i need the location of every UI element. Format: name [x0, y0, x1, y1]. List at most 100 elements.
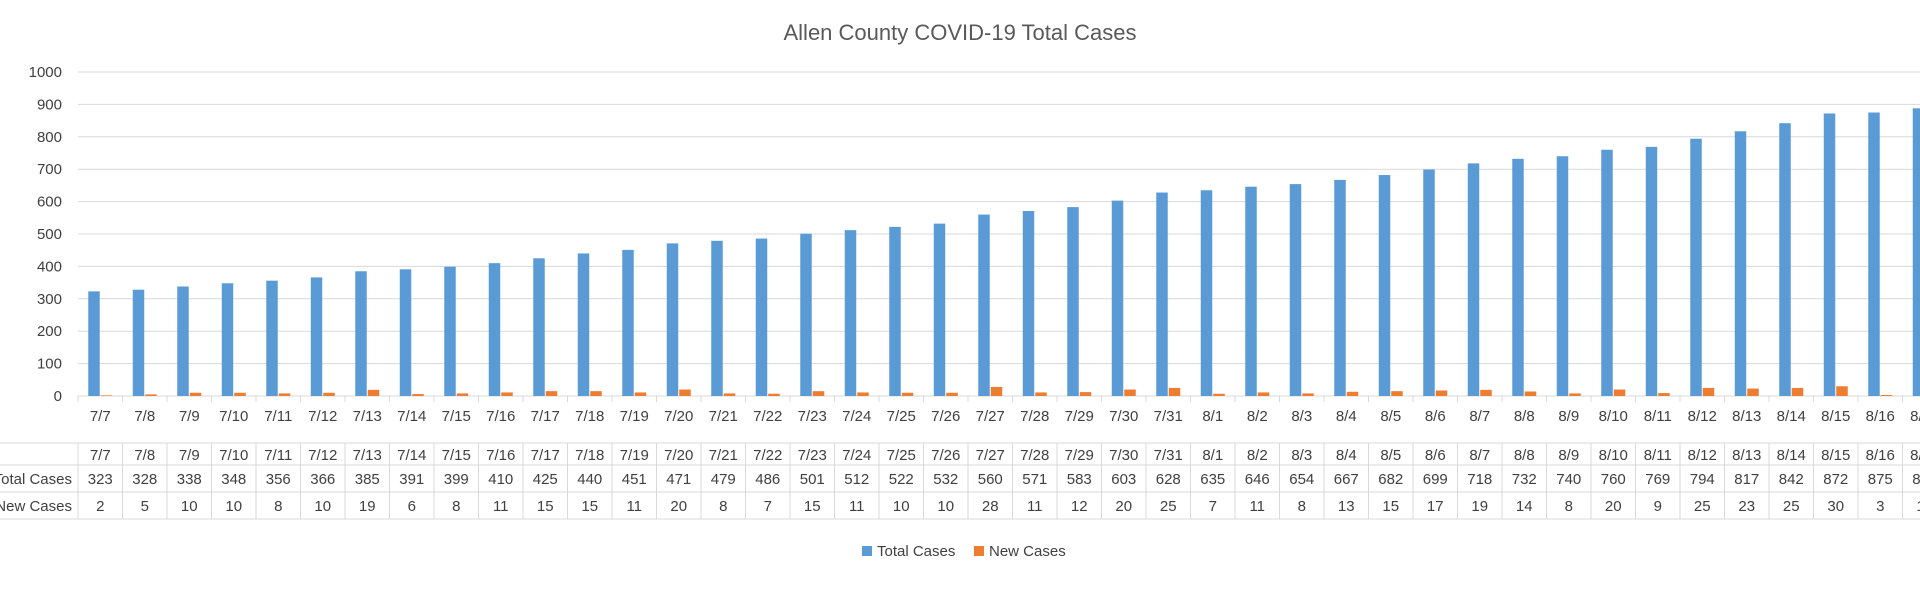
- bar-new-cases: [946, 392, 958, 396]
- bar-total-cases: [1779, 123, 1791, 396]
- table-cell-new: 11: [849, 498, 865, 515]
- x-tick-label: 8/16: [1866, 408, 1895, 425]
- bar-total-cases: [622, 249, 634, 396]
- table-cell-new: 25: [1160, 498, 1177, 515]
- x-tick-label: 8/11: [1644, 408, 1672, 425]
- bar-new-cases: [367, 389, 380, 396]
- table-header-cell: 7/8: [134, 447, 155, 464]
- table-cell-new: 12: [1071, 498, 1088, 515]
- bar-new-cases: [1168, 387, 1181, 396]
- table-header-cell: 8/14: [1777, 447, 1806, 464]
- chart-title: Allen County COVID-19 Total Cases: [784, 20, 1137, 45]
- y-tick-label: 300: [37, 291, 62, 308]
- table-header-cell: 7/20: [664, 447, 693, 464]
- bar-total-cases: [844, 230, 857, 396]
- bar-total-cases: [1912, 108, 1920, 397]
- legend-swatch-total-cases: [862, 546, 872, 556]
- bar-total-cases: [1556, 156, 1569, 396]
- table-cell-total: 323: [88, 471, 113, 488]
- x-tick-label: 8/1: [1202, 408, 1223, 425]
- table-cell-total: 628: [1156, 471, 1181, 488]
- bar-total-cases: [800, 233, 812, 396]
- table-cell-new: 11: [493, 498, 509, 515]
- table-cell-new: 30: [1827, 498, 1844, 515]
- table-header-cell: 7/16: [486, 447, 515, 464]
- bar-new-cases: [679, 389, 691, 396]
- bar-total-cases: [577, 253, 590, 396]
- x-tick-label: 8/6: [1425, 408, 1446, 425]
- x-tick-label: 8/14: [1777, 408, 1806, 425]
- bar-total-cases: [1156, 192, 1168, 396]
- bar-new-cases: [1079, 392, 1092, 396]
- x-tick-label: 7/28: [1020, 408, 1049, 425]
- bar-total-cases: [1289, 184, 1302, 396]
- bar-new-cases: [1791, 387, 1804, 396]
- table-cell-total: 571: [1022, 471, 1047, 488]
- x-tick-label: 7/22: [753, 408, 782, 425]
- table-cell-new: 25: [1783, 498, 1800, 515]
- table-cell-total: 486: [755, 471, 780, 488]
- bar-total-cases: [978, 214, 990, 396]
- x-tick-label: 7/16: [486, 408, 515, 425]
- table-cell-total: 732: [1512, 471, 1537, 488]
- x-tick-label: 7/23: [798, 408, 827, 425]
- table-cell-new: 3: [1876, 498, 1884, 515]
- table-cell-total: 682: [1378, 471, 1403, 488]
- bar-new-cases: [768, 393, 780, 396]
- table-cell-total: 348: [221, 471, 246, 488]
- table-cell-total: 560: [978, 471, 1003, 488]
- y-tick-label: 1000: [29, 64, 62, 81]
- x-tick-label: 8/2: [1247, 408, 1268, 425]
- gridlines: [78, 71, 1920, 397]
- x-tick-label: 8/4: [1336, 408, 1357, 425]
- table-header-cell: 7/26: [931, 447, 960, 464]
- x-tick-label: 7/18: [575, 408, 604, 425]
- table-header-cell: 7/15: [442, 447, 471, 464]
- bar-total-cases: [1645, 146, 1658, 396]
- table-cell-total: 410: [488, 471, 513, 488]
- table-cell-new: 28: [982, 498, 999, 515]
- x-tick-label: 7/27: [976, 408, 1005, 425]
- bar-total-cases: [310, 277, 323, 396]
- x-tick-label: 7/26: [931, 408, 960, 425]
- x-tick-label: 7/19: [620, 408, 649, 425]
- x-tick-label: 7/31: [1154, 408, 1183, 425]
- bar-new-cases: [1302, 393, 1314, 396]
- bar-new-cases: [1035, 392, 1047, 396]
- table-cell-new: 19: [1471, 498, 1488, 515]
- table-header-cell: 8/15: [1821, 447, 1850, 464]
- x-tick-label: 7/14: [397, 408, 426, 425]
- table-cell-new: 10: [225, 498, 242, 515]
- x-tick-label: 8/9: [1558, 408, 1579, 425]
- bar-new-cases: [1257, 392, 1270, 396]
- x-tick-label: 7/24: [842, 408, 871, 425]
- table-cell-total: 451: [622, 471, 647, 488]
- bar-new-cases: [278, 393, 291, 396]
- table-cell-new: 7: [1209, 498, 1217, 515]
- table-cell-total: 699: [1423, 471, 1448, 488]
- table-row-label-total: Total Cases: [0, 471, 72, 488]
- bar-total-cases: [132, 289, 145, 396]
- x-tick-label: 7/11: [264, 408, 292, 425]
- bar-new-cases: [412, 394, 424, 396]
- table-cell-total: 328: [132, 471, 157, 488]
- bar-new-cases: [812, 391, 825, 396]
- bar-new-cases: [990, 386, 1003, 396]
- bar-new-cases: [1435, 390, 1448, 396]
- table-cell-total: 391: [399, 471, 424, 488]
- bar-total-cases: [666, 243, 679, 396]
- table-cell-new: 7: [764, 498, 772, 515]
- bar-new-cases: [100, 395, 113, 396]
- table-cell-new: 10: [937, 498, 954, 515]
- x-tick-label: 7/13: [353, 408, 382, 425]
- bar-total-cases: [889, 226, 901, 396]
- table-header-cell: 7/30: [1109, 447, 1138, 464]
- table-cell-total: 440: [577, 471, 602, 488]
- y-tick-label: 600: [37, 194, 62, 211]
- table-header-cell: 7/10: [219, 447, 248, 464]
- bar-new-cases: [1124, 389, 1136, 396]
- bar-new-cases: [1836, 386, 1848, 396]
- table-cell-new: 9: [1654, 498, 1662, 515]
- table-cell-new: 17: [1427, 498, 1444, 515]
